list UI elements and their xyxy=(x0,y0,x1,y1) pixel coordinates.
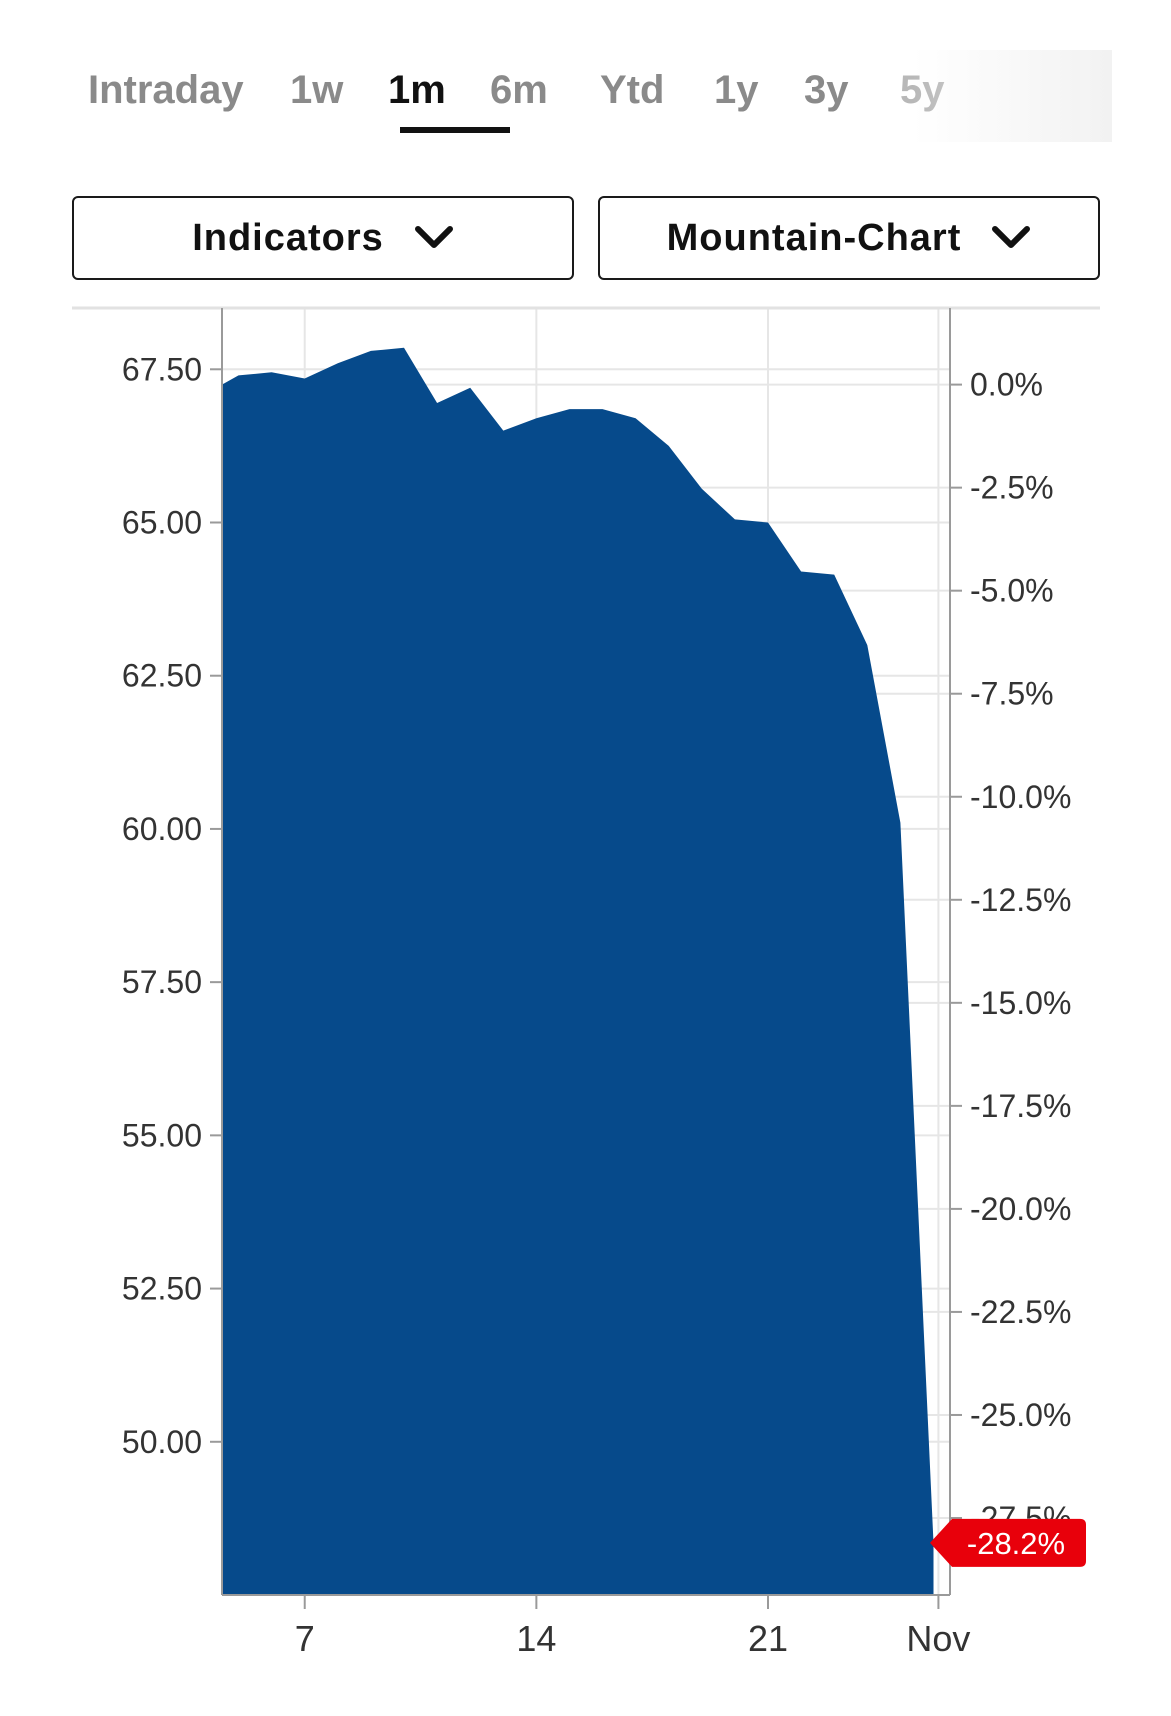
y-tick-label-right: -20.0% xyxy=(970,1191,1071,1227)
x-tick-label: 14 xyxy=(516,1618,556,1659)
badge-label: -28.2% xyxy=(967,1526,1065,1561)
y-tick-label-right: -10.0% xyxy=(970,779,1071,815)
tab-1w[interactable]: 1w xyxy=(290,68,344,112)
tab-1y[interactable]: 1y xyxy=(714,68,759,112)
y-tick-label-right: -7.5% xyxy=(970,676,1054,712)
x-tick-label: Nov xyxy=(906,1618,970,1659)
chart-type-dropdown[interactable]: Mountain-Chart xyxy=(598,196,1100,280)
mountain-area xyxy=(222,347,934,1595)
y-tick-label-left: 67.50 xyxy=(122,351,202,387)
chevron-down-icon xyxy=(992,226,1031,248)
price-chart[interactable]: 67.50 65.00 62.50 60.00 57.50 55.00 52.50 50.00… xyxy=(0,300,1171,1711)
y-tick-label-right: -17.5% xyxy=(970,1088,1071,1124)
y-tick-label-left: 65.00 xyxy=(122,505,202,541)
x-tick-label: 7 xyxy=(295,1618,315,1659)
mountain-chart-svg[interactable]: 67.50 65.00 62.50 60.00 57.50 55.00 52.50 50.00… xyxy=(0,300,1171,1711)
tab-3y[interactable]: 3y xyxy=(804,68,849,112)
indicators-label: Indicators xyxy=(192,216,384,259)
tab-1m[interactable]: 1m xyxy=(388,68,446,112)
tabs-scroll-fade xyxy=(912,50,1112,142)
y-tick-label-right: -22.5% xyxy=(970,1294,1071,1330)
y-tick-label-left: 60.00 xyxy=(122,811,202,847)
range-tabs: Intraday 1w 1m 6m Ytd 1y 3y 5y xyxy=(72,50,1112,142)
last-change-badge: -28.2% xyxy=(930,1518,1086,1567)
tab-ytd[interactable]: Ytd xyxy=(600,68,665,112)
y-tick-label-right: -12.5% xyxy=(970,882,1071,918)
x-tick-label: 21 xyxy=(748,1618,788,1659)
badge-shape xyxy=(930,1518,1086,1567)
y-tick-label-right: -2.5% xyxy=(970,470,1054,506)
tab-intraday[interactable]: Intraday xyxy=(88,68,244,112)
tab-6m[interactable]: 6m xyxy=(490,68,548,112)
y-tick-label-left: 50.00 xyxy=(122,1424,202,1460)
y-tick-label-right: -15.0% xyxy=(970,985,1071,1021)
y-tick-label-left: 57.50 xyxy=(122,964,202,1000)
y-tick-label-right: -25.0% xyxy=(970,1397,1071,1433)
y-tick-label-left: 62.50 xyxy=(122,658,202,694)
y-tick-label-left: 52.50 xyxy=(122,1271,202,1307)
active-tab-indicator xyxy=(400,127,510,133)
y-tick-label-right: -5.0% xyxy=(970,573,1054,609)
indicators-dropdown[interactable]: Indicators xyxy=(72,196,574,280)
chart-type-label: Mountain-Chart xyxy=(666,216,962,259)
chevron-down-icon xyxy=(414,226,453,248)
y-tick-label-left: 55.00 xyxy=(122,1117,202,1153)
y-tick-label-right: 0.0% xyxy=(970,367,1043,403)
